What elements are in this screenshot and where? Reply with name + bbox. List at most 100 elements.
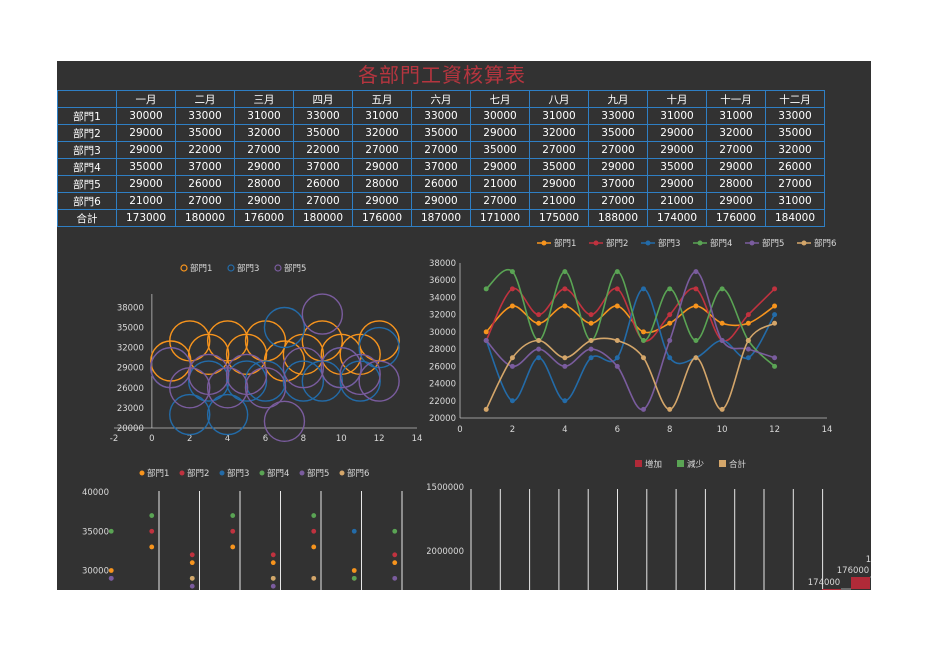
month-header[interactable]: 十月	[647, 90, 707, 108]
data-point[interactable]	[483, 329, 489, 335]
data-point[interactable]	[693, 286, 699, 292]
data-point[interactable]	[189, 552, 195, 558]
data-point[interactable]	[772, 286, 778, 292]
data-point[interactable]	[562, 286, 568, 292]
data-point[interactable]	[693, 269, 699, 275]
data-point[interactable]	[509, 355, 515, 361]
data-point[interactable]	[667, 355, 673, 361]
bubble[interactable]	[301, 293, 344, 335]
value-cell[interactable]: 35000	[293, 124, 353, 142]
data-point[interactable]	[693, 355, 699, 361]
value-cell[interactable]: 35000	[470, 141, 530, 159]
data-point[interactable]	[588, 346, 594, 352]
value-cell[interactable]: 29000	[411, 192, 471, 210]
value-cell[interactable]: 32000	[706, 124, 766, 142]
data-point[interactable]	[667, 338, 673, 343]
data-point[interactable]	[772, 320, 778, 326]
data-point[interactable]	[536, 355, 542, 361]
value-cell[interactable]: 31000	[706, 107, 766, 125]
row-label-cell[interactable]: 部門6	[57, 192, 117, 210]
value-cell[interactable]: 176000	[234, 209, 294, 227]
data-point[interactable]	[719, 286, 725, 292]
value-cell[interactable]: 35000	[647, 158, 707, 176]
data-point[interactable]	[509, 269, 515, 275]
value-cell[interactable]: 29000	[470, 124, 530, 142]
month-header[interactable]: 十一月	[706, 90, 766, 108]
value-cell[interactable]: 171000	[470, 209, 530, 227]
value-cell[interactable]: 180000	[175, 209, 235, 227]
data-point[interactable]	[149, 544, 155, 550]
data-point[interactable]	[392, 552, 398, 558]
series-line[interactable]	[485, 270, 775, 411]
value-cell[interactable]: 27000	[706, 141, 766, 159]
month-header[interactable]: 九月	[588, 90, 648, 108]
value-cell[interactable]: 29000	[647, 141, 707, 159]
value-cell[interactable]: 21000	[116, 192, 176, 210]
data-point[interactable]	[392, 528, 398, 534]
data-point[interactable]	[588, 338, 594, 343]
value-cell[interactable]: 27000	[411, 141, 471, 159]
value-cell[interactable]: 22000	[175, 141, 235, 159]
value-cell[interactable]: 31000	[529, 107, 589, 125]
value-cell[interactable]: 35000	[411, 124, 471, 142]
value-cell[interactable]: 32000	[234, 124, 294, 142]
value-cell[interactable]: 33000	[175, 107, 235, 125]
data-point[interactable]	[562, 355, 568, 361]
month-header[interactable]: 二月	[175, 90, 235, 108]
data-point[interactable]	[483, 338, 489, 343]
row-label-cell[interactable]: 部門5	[57, 175, 117, 193]
data-point[interactable]	[270, 575, 276, 581]
data-point[interactable]	[562, 398, 568, 404]
data-point[interactable]	[562, 269, 568, 275]
data-point[interactable]	[719, 320, 725, 326]
month-header[interactable]: 六月	[411, 90, 471, 108]
data-point[interactable]	[108, 528, 114, 534]
value-cell[interactable]: 29000	[470, 158, 530, 176]
value-cell[interactable]: 29000	[352, 192, 412, 210]
bubble[interactable]	[263, 306, 306, 349]
value-cell[interactable]: 29000	[116, 124, 176, 142]
data-point[interactable]	[108, 568, 114, 573]
bubble[interactable]	[282, 346, 325, 389]
value-cell[interactable]: 176000	[352, 209, 412, 227]
data-point[interactable]	[745, 355, 751, 361]
row-label-cell[interactable]: 部門1	[57, 107, 117, 125]
value-cell[interactable]: 33000	[765, 107, 825, 125]
data-point[interactable]	[745, 320, 751, 326]
bubble[interactable]	[244, 367, 287, 409]
row-label-cell[interactable]: 部門2	[57, 124, 117, 142]
value-cell[interactable]: 30000	[470, 107, 530, 125]
data-point[interactable]	[270, 552, 276, 558]
data-point[interactable]	[667, 320, 673, 326]
data-point[interactable]	[772, 355, 778, 361]
data-point[interactable]	[745, 346, 751, 352]
data-point[interactable]	[483, 286, 489, 292]
waterfall-chart[interactable]: 1500000200000025000001870001710001750001…	[427, 454, 871, 590]
value-cell[interactable]: 26000	[411, 175, 471, 193]
data-point[interactable]	[641, 338, 646, 343]
series-line[interactable]	[485, 287, 776, 342]
data-point[interactable]	[562, 363, 568, 369]
bubble[interactable]	[339, 353, 381, 396]
data-point[interactable]	[588, 355, 594, 361]
value-cell[interactable]: 31000	[352, 107, 412, 125]
value-cell[interactable]: 187000	[411, 209, 471, 227]
value-cell[interactable]: 29000	[706, 192, 766, 210]
data-point[interactable]	[351, 568, 357, 573]
data-point[interactable]	[641, 406, 646, 412]
row-label-cell[interactable]: 部門3	[57, 141, 117, 159]
data-point[interactable]	[149, 513, 155, 518]
data-point[interactable]	[351, 528, 357, 534]
data-point[interactable]	[588, 320, 594, 326]
value-cell[interactable]: 180000	[293, 209, 353, 227]
data-point[interactable]	[189, 575, 195, 581]
data-point[interactable]	[667, 406, 673, 412]
value-cell[interactable]: 29000	[647, 124, 707, 142]
value-cell[interactable]: 27000	[529, 141, 589, 159]
data-point[interactable]	[719, 406, 725, 412]
data-point[interactable]	[641, 355, 646, 361]
value-cell[interactable]: 173000	[116, 209, 176, 227]
value-cell[interactable]: 35000	[529, 158, 589, 176]
value-cell[interactable]: 29000	[234, 158, 294, 176]
month-header[interactable]: 一月	[116, 90, 176, 108]
